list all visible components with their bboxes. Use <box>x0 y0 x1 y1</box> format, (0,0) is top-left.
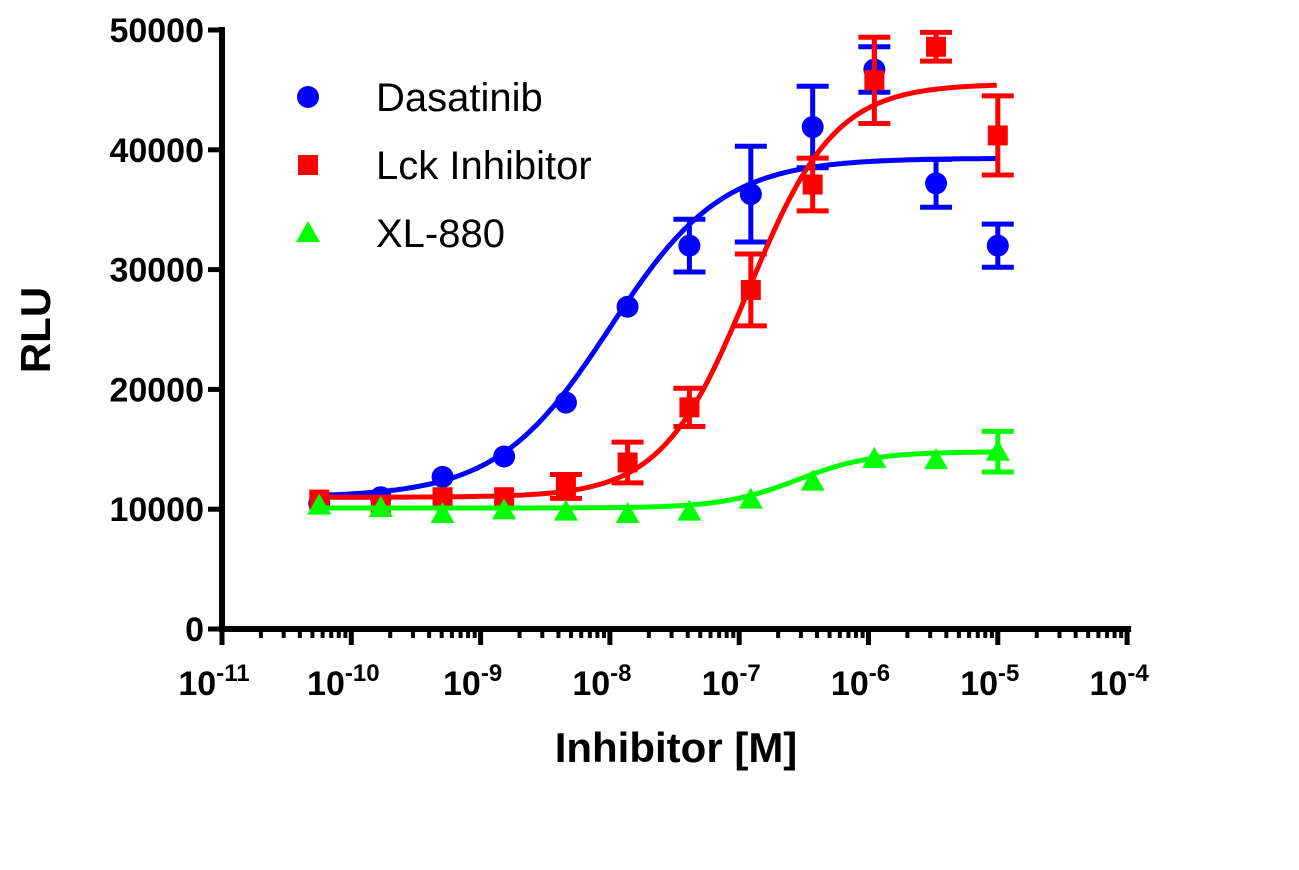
data-point <box>430 501 455 523</box>
data-point <box>740 279 761 300</box>
y-tick-label: 50000 <box>109 12 204 50</box>
legend-marker <box>298 155 318 175</box>
fit-curve <box>319 82 997 500</box>
data-point <box>679 397 700 418</box>
data-point <box>802 174 823 195</box>
data-point <box>493 445 516 468</box>
x-tick-label: 10-6 <box>831 660 890 703</box>
fit-curve <box>319 156 997 498</box>
data-point <box>432 487 453 508</box>
data-point <box>738 487 763 509</box>
x-tick-label: 10-9 <box>443 660 502 703</box>
series-lck-inhibitor <box>309 29 1014 517</box>
y-tick-label: 40000 <box>109 132 204 170</box>
data-point <box>739 183 762 206</box>
data-point <box>925 172 948 195</box>
data-point <box>555 476 576 497</box>
data-point <box>801 116 824 139</box>
y-tick-label: 0 <box>185 611 204 649</box>
y-tick-label: 20000 <box>109 371 204 409</box>
data-point <box>985 439 1010 461</box>
data-point <box>615 501 640 523</box>
x-tick-label: 10-5 <box>960 660 1019 703</box>
data-point <box>617 452 638 473</box>
data-point <box>678 234 701 257</box>
data-point <box>368 496 393 518</box>
data-point <box>987 125 1008 146</box>
data-point <box>431 465 454 488</box>
x-tick-label: 10-7 <box>702 660 761 703</box>
y-tick-label: 10000 <box>109 491 204 529</box>
data-point <box>986 234 1009 257</box>
x-tick-label: 10-10 <box>307 660 380 703</box>
data-point <box>494 487 515 508</box>
legend-label: Dasatinib <box>376 76 543 120</box>
data-point <box>307 493 332 515</box>
x-tick-label: 10-11 <box>178 660 249 703</box>
plot-area <box>307 29 1014 523</box>
legend-marker <box>297 86 319 108</box>
data-point <box>616 295 639 318</box>
data-point <box>864 70 885 91</box>
legend-marker <box>296 221 320 242</box>
data-point <box>492 498 517 520</box>
legend-label: Lck Inhibitor <box>376 144 592 188</box>
x-axis-label: Inhibitor [M] <box>555 724 798 771</box>
data-point <box>926 36 947 57</box>
data-point <box>800 469 825 491</box>
y-tick-label: 30000 <box>109 252 204 290</box>
data-point <box>862 446 887 468</box>
data-point <box>677 499 702 521</box>
legend-label: XL-880 <box>376 212 505 256</box>
y-axis-label: RLU <box>12 287 59 373</box>
data-point <box>554 391 577 414</box>
legend: Dasatinib Lck Inhibitor XL-880 <box>296 76 592 256</box>
data-point <box>924 448 949 470</box>
x-tick-label: 10-4 <box>1090 660 1150 703</box>
series-xl-880 <box>307 428 1014 523</box>
data-point <box>553 499 578 521</box>
x-tick-label: 10-8 <box>572 660 631 703</box>
fit-curve <box>319 449 997 511</box>
axes: 0 10000 20000 30000 40000 50000 10-11 10-10 10-9… <box>109 12 1149 703</box>
